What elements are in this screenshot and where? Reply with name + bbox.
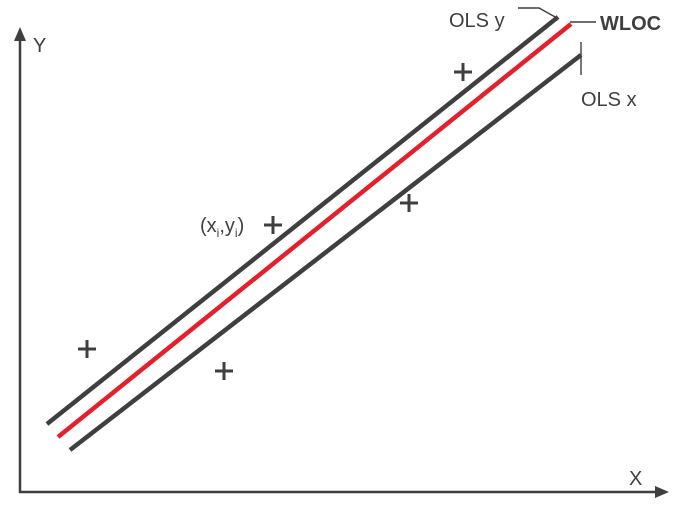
data-points — [78, 63, 472, 380]
fit-lines — [45, 15, 583, 452]
point-annotation: (xi,yi) — [200, 215, 244, 240]
ols-x-line — [68, 53, 583, 452]
data-point — [78, 340, 96, 358]
label-leaders — [518, 7, 596, 75]
ols-y-leader — [518, 7, 558, 19]
wloc-label: WLOC — [600, 13, 661, 35]
wloc-line — [56, 22, 573, 439]
axes: Y X — [14, 27, 669, 498]
data-point — [454, 63, 472, 81]
data-point — [400, 194, 418, 212]
data-point — [264, 216, 282, 234]
x-axis-label: X — [629, 468, 642, 490]
ols-x-label: OLS x — [581, 89, 637, 111]
y-axis-arrowhead — [14, 27, 26, 41]
ols-y-label: OLS y — [449, 10, 505, 32]
line-labels: OLS y WLOC OLS x — [449, 10, 661, 111]
ols-y-line — [45, 15, 560, 426]
y-axis-label: Y — [33, 35, 46, 57]
data-point — [215, 362, 233, 380]
x-axis-arrowhead — [655, 486, 669, 498]
